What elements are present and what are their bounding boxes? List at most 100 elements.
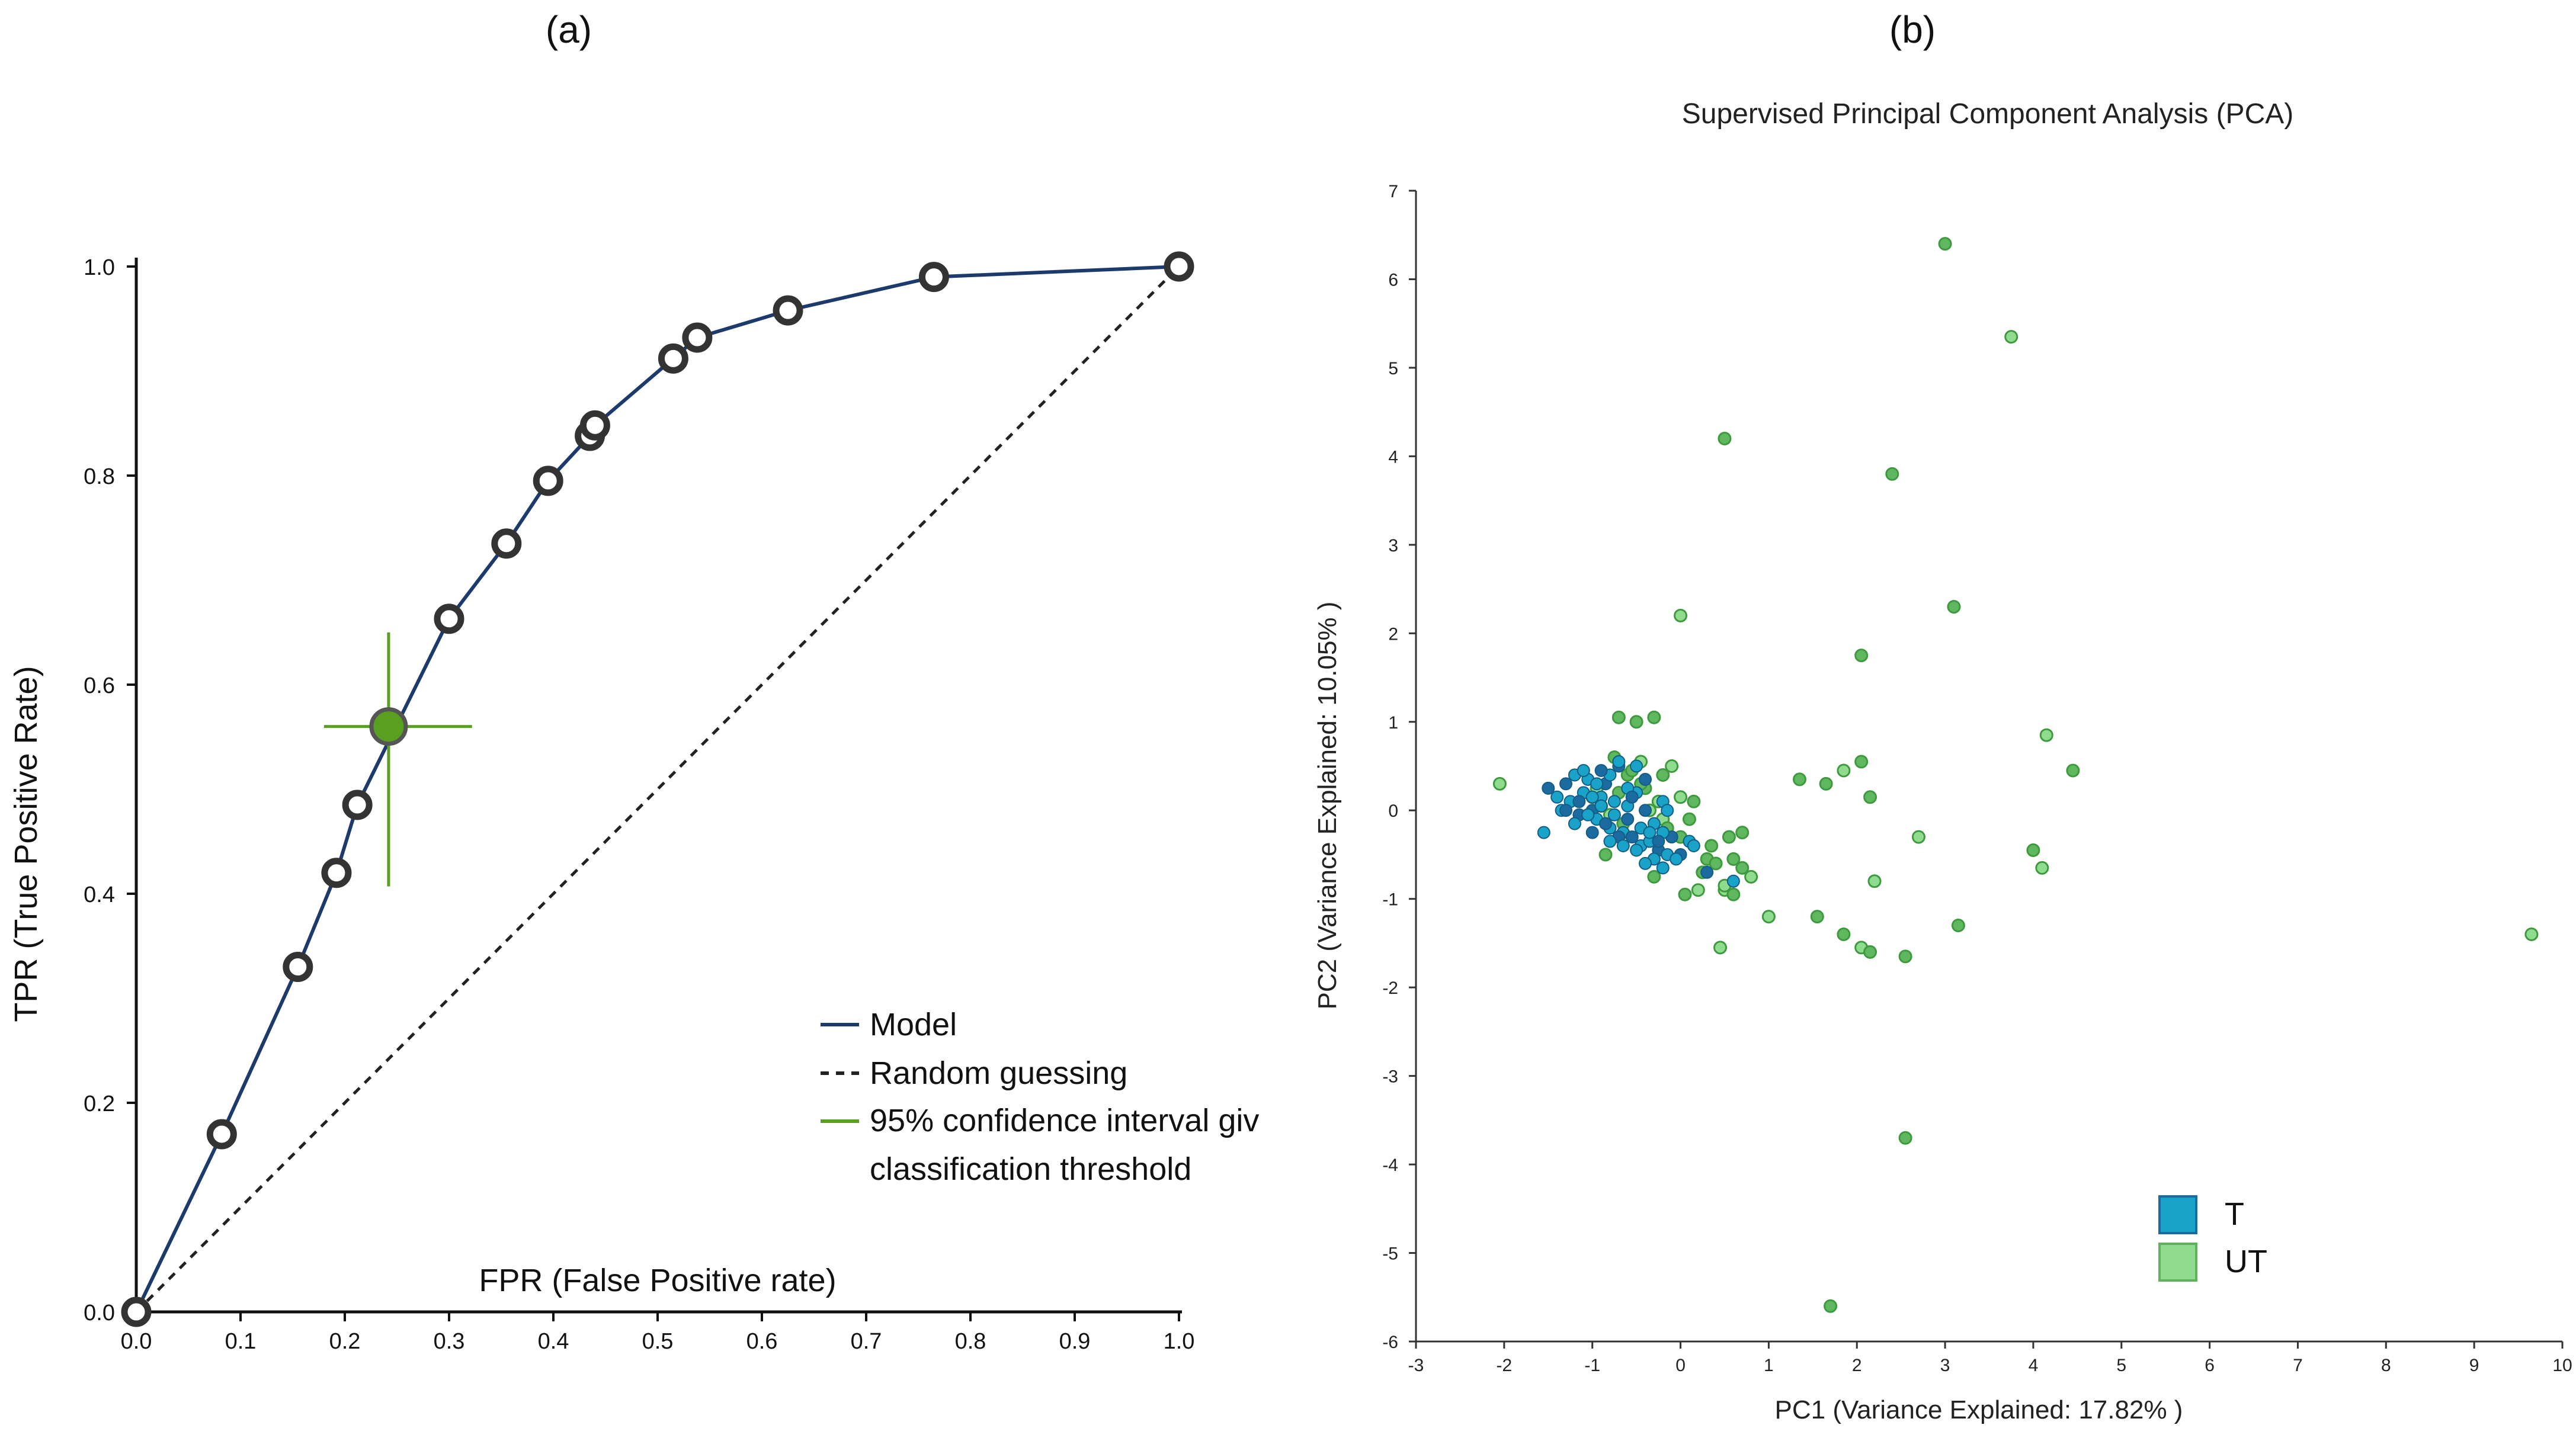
roc-point [533,466,563,496]
pca-point-ut [2039,728,2053,742]
pca-point-ut [1691,883,1705,897]
roc-x-tick-label: 0.5 [642,1329,674,1354]
pca-point-ut [1726,887,1741,901]
pca-point-ut [1744,869,1758,884]
roc-point [773,295,803,326]
legend-ut-swatch [2158,1243,2197,1282]
pca-y-label: PC2 (Variance Explained: 10.05% ) [1313,602,1342,1010]
roc-x-tick-label: 0.3 [434,1329,465,1354]
pca-point-ut [1810,910,1824,924]
pca-point-ut [1819,776,1833,791]
pca-x-label: PC1 (Variance Explained: 17.82% ) [1775,1395,2183,1424]
pca-x-tick-label: -3 [1408,1356,1424,1375]
roc-y-label: TPR (True Positive Rate) [8,666,44,1022]
pca-point-t [1639,856,1652,870]
pca-point-t [1568,817,1581,830]
roc-point [434,604,464,634]
pca-point-ut [1898,1131,1912,1145]
pca-point-ut [1898,949,1912,964]
pca-point-t [1612,755,1626,769]
pca-point-t [1621,813,1635,826]
pca-point-ut [1718,431,1732,445]
roc-legend: Model Random guessing 95% confidence int… [821,1007,1259,1187]
pca-point-t [1639,804,1652,817]
pca-point-ut [1656,768,1670,782]
pca-x-tick-label: 2 [1852,1356,1862,1375]
roc-y-tick-label: 0.6 [84,673,115,698]
roc-x-tick-label: 0.9 [1059,1329,1091,1354]
pca-y-tick-label: 6 [1388,270,1398,290]
pca-point-t [1572,795,1586,808]
pca-y-tick-label: 7 [1388,182,1398,201]
roc-point [206,1119,237,1150]
pca-y-tick-label: -1 [1382,890,1398,910]
pca-point-ut [2066,763,2080,778]
roc-point [491,528,522,559]
pca-point-ut [1713,941,1728,955]
pca-point-t [1656,861,1670,875]
roc-x-tick-label: 0.0 [121,1329,152,1354]
pca-point-t [1585,826,1599,839]
pca-point-ut [1687,794,1701,808]
pca-point-t [1594,799,1608,813]
pca-title: Supervised Principal Component Analysis … [1682,98,2293,130]
pca-point-ut [1598,848,1613,862]
pca-point-t [1616,839,1630,853]
pca-point-t [1687,839,1700,853]
pca-point-t [1550,790,1564,804]
roc-x-label: FPR (False Positive rate) [479,1263,836,1298]
pca-y-tick-label: -2 [1382,978,1398,998]
pca-point-ut [1837,763,1851,778]
pca-x-tick-label: -2 [1497,1356,1513,1375]
pca-x-tick-label: 7 [2293,1356,2303,1375]
pca-y-ticks: -6 -5 -4 -3 -2 -1 0 1 2 3 4 5 6 7 [1382,182,1416,1352]
pca-y-tick-label: -4 [1382,1156,1398,1175]
pca-point-ut [1682,812,1696,826]
pca-point-ut [1938,237,1952,251]
roc-x-tick-label: 0.4 [538,1329,569,1354]
pca-point-ut [1863,945,1877,959]
pca-point-ut [1665,759,1679,773]
pca-point-t [1594,763,1608,777]
pca-x-ticks: -3 -2 -1 0 1 2 3 4 5 6 7 8 9 10 [1408,1341,2572,1375]
pca-point-ut [1611,710,1626,724]
roc-point [1164,251,1194,282]
pca-point-t [1559,804,1573,817]
legend-t-label: T [2225,1196,2244,1232]
roc-point [658,343,688,374]
pca-x-tick-label: 4 [2029,1356,2039,1375]
pca-point-t [1599,817,1613,830]
roc-point [321,858,352,888]
pca-point-ut [1735,826,1750,840]
roc-y-tick-label: 0.4 [84,882,115,907]
pca-point-t [1670,852,1683,866]
pca-point-ut [1911,830,1925,844]
pca-point-ut [1824,1299,1838,1313]
pca-point-t [1630,759,1643,773]
pca-x-tick-label: 0 [1675,1356,1686,1375]
pca-y-tick-label: -3 [1382,1067,1398,1087]
legend-t-swatch [2158,1195,2197,1234]
pca-point-ut [1854,649,1869,663]
roc-y-tick-label: 0.0 [84,1301,115,1326]
roc-y-tick-label: 0.2 [84,1092,115,1116]
roc-point [342,789,373,820]
pca-point-ut [2004,330,2018,344]
pca-point-t [1603,835,1617,848]
roc-x-tick-label: 0.8 [955,1329,986,1354]
pca-point-ut [1792,772,1806,787]
panel-b: (b) Supervised Principal Component Analy… [1313,8,2572,1424]
pca-point-t [1607,795,1621,808]
pca-x-tick-label: 6 [2205,1356,2215,1375]
roc-point [682,322,713,353]
pca-points-t-group [1537,755,1740,888]
roc-x-tick-label: 0.6 [746,1329,778,1354]
roc-points-group [121,251,1194,1327]
pca-point-t [1590,777,1604,791]
roc-x-tick-label: 0.2 [329,1329,361,1354]
panel-a-label: (a) [546,8,592,51]
pca-point-t [1581,808,1595,821]
pca-point-ut [1674,608,1688,622]
pca-y-tick-label: -5 [1382,1244,1398,1264]
